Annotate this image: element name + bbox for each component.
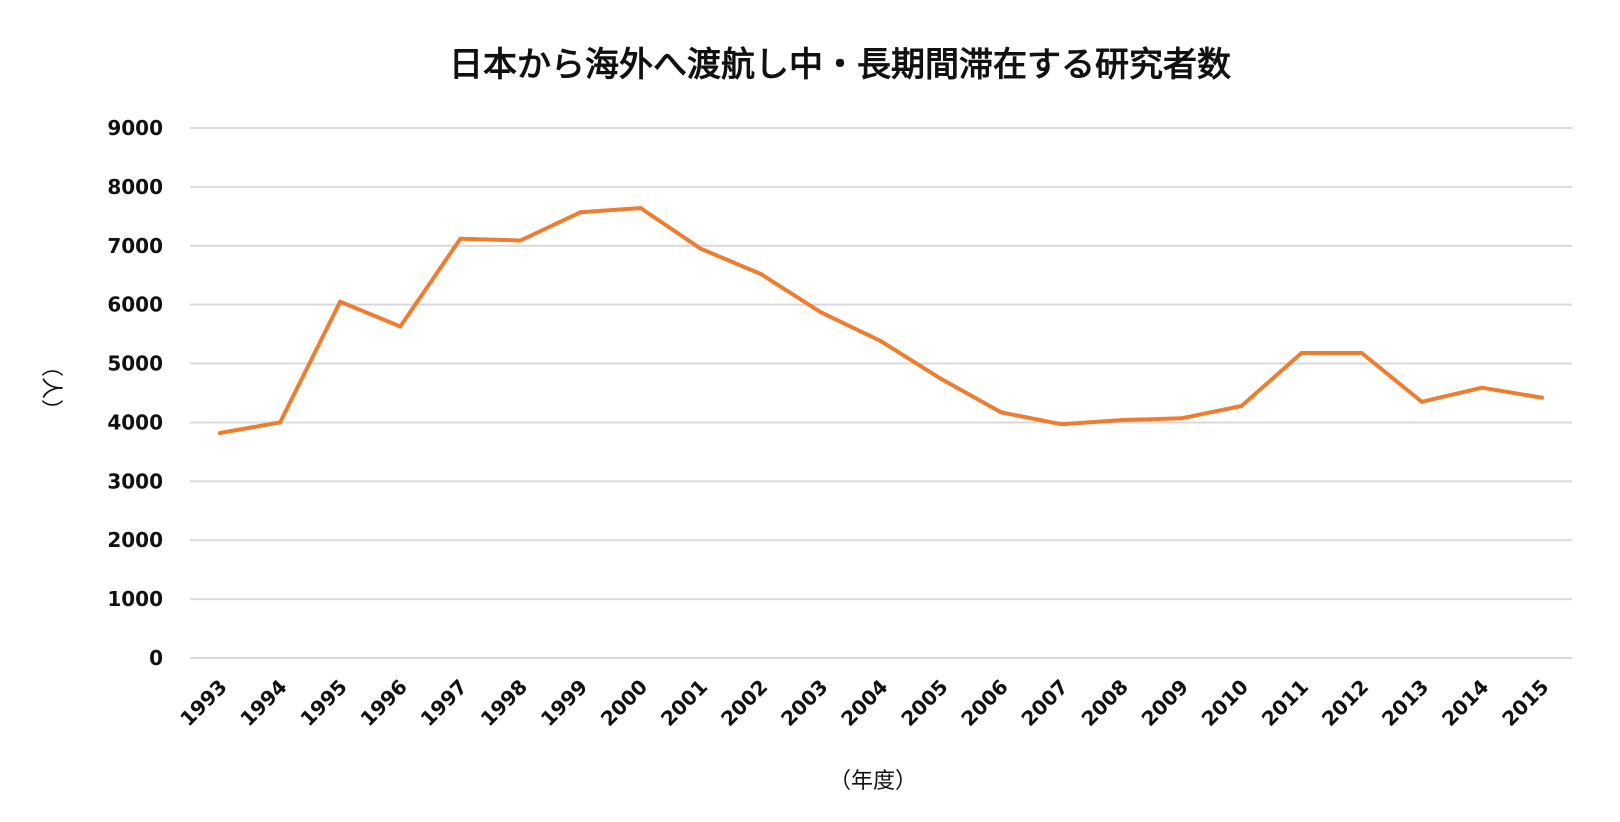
data-point-2013 xyxy=(1419,399,1424,404)
data-point-2012 xyxy=(1359,350,1364,355)
data-point-1998 xyxy=(518,238,523,243)
x-tick-label: 2007 xyxy=(1016,675,1072,731)
x-tick-label: 2014 xyxy=(1437,675,1493,731)
x-tick-label: 2004 xyxy=(836,675,892,731)
data-point-1994 xyxy=(278,420,283,425)
data-point-2014 xyxy=(1479,385,1484,390)
data-point-2008 xyxy=(1119,418,1124,423)
data-point-1993 xyxy=(218,431,223,436)
x-tick-label: 2000 xyxy=(596,675,652,731)
data-point-2010 xyxy=(1239,403,1244,408)
y-tick-label: 9000 xyxy=(107,116,163,140)
x-tick-label: 2009 xyxy=(1137,675,1193,731)
data-point-1995 xyxy=(338,299,343,304)
data-point-1996 xyxy=(398,324,403,329)
x-tick-label: 2005 xyxy=(896,675,952,731)
x-tick-label: 1997 xyxy=(416,675,472,731)
x-tick-label: 2012 xyxy=(1317,675,1373,731)
gridlines xyxy=(190,127,1572,659)
data-point-2001 xyxy=(698,246,703,251)
y-tick-label: 2000 xyxy=(107,528,163,552)
y-tick-label: 5000 xyxy=(107,352,163,376)
data-point-2006 xyxy=(999,410,1004,415)
x-tick-label: 2006 xyxy=(956,675,1012,731)
x-tick-label: 2013 xyxy=(1377,675,1433,731)
x-tick-label: 2003 xyxy=(776,675,832,731)
x-tick-label: 2008 xyxy=(1077,675,1133,731)
x-tick-label: 2010 xyxy=(1197,675,1253,731)
x-tick-label: 2011 xyxy=(1257,675,1313,731)
data-point-2003 xyxy=(818,310,823,315)
x-tick-label: 2001 xyxy=(656,675,712,731)
data-point-2015 xyxy=(1539,395,1544,400)
data-point-1997 xyxy=(458,236,463,241)
x-tick-label: 1994 xyxy=(235,675,291,731)
y-tick-label: 6000 xyxy=(107,293,163,317)
y-tick-label: 0 xyxy=(149,646,163,670)
y-tick-label: 8000 xyxy=(107,175,163,199)
y-tick-label: 3000 xyxy=(107,469,163,493)
x-tick-label: 1996 xyxy=(356,675,412,731)
x-tick-label: 2015 xyxy=(1497,675,1553,731)
y-tick-label: 7000 xyxy=(107,234,163,258)
data-point-2009 xyxy=(1179,416,1184,421)
data-point-2002 xyxy=(758,272,763,277)
data-point-2000 xyxy=(638,206,643,211)
data-point-2011 xyxy=(1299,350,1304,355)
y-tick-label: 4000 xyxy=(107,410,163,434)
y-tick-label: 1000 xyxy=(107,587,163,611)
data-point-2004 xyxy=(879,339,883,344)
data-point-2005 xyxy=(939,376,944,381)
y-axis-label: （人） xyxy=(38,355,63,421)
x-tick-label: 1998 xyxy=(476,675,532,731)
data-point-1999 xyxy=(578,210,583,215)
series-line-0 xyxy=(218,206,1544,435)
y-axis-ticks: 0 1000 2000 3000 4000 5000 6000 7000 8000 9000 xyxy=(107,116,163,670)
x-tick-label: 1993 xyxy=(175,675,231,731)
data-point-2007 xyxy=(1059,422,1064,427)
x-axis-ticks: 1993 1994 1995 1996 1997 1998 1999 2000 2001 2002… xyxy=(175,675,1553,731)
x-axis-label: （年度） xyxy=(829,769,917,794)
x-tick-label: 1995 xyxy=(295,675,351,731)
x-tick-label: 1999 xyxy=(536,675,592,731)
x-tick-label: 2002 xyxy=(716,675,772,731)
series-layer xyxy=(218,206,1544,436)
chart-title: 日本から海外へ渡航し中・長期間滞在する研究者数 xyxy=(449,45,1231,85)
